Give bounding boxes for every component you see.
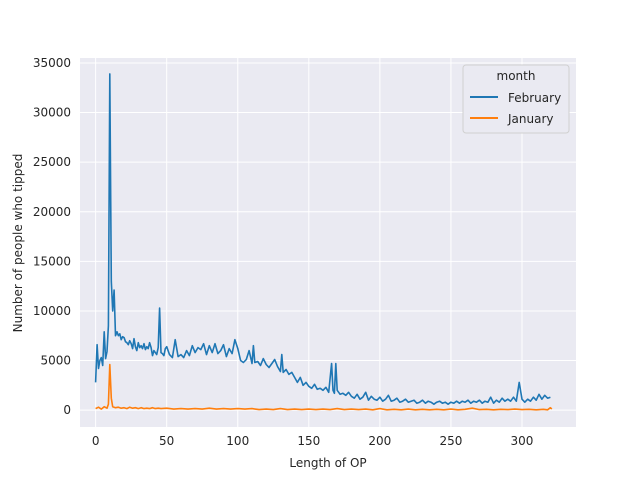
x-tick-label: 250 [439, 434, 462, 448]
series-line-january [95, 363, 553, 411]
series-lines [94, 73, 553, 411]
grid-lines [80, 58, 576, 427]
y-tick-label: 0 [63, 403, 71, 417]
legend-title: month [497, 69, 536, 83]
y-tick-label: 25000 [33, 155, 71, 169]
tick-labels: 0 50 100 150 200 250 300 0 5000 10000 15000 20000 25… [33, 56, 534, 448]
y-axis-label: Number of people who tipped [11, 154, 25, 333]
y-tick-label: 5000 [40, 354, 71, 368]
series-line-february [94, 73, 551, 405]
x-tick-label: 0 [92, 434, 100, 448]
y-tick-label: 10000 [33, 304, 71, 318]
y-tick-label: 30000 [33, 106, 71, 120]
x-tick-label: 100 [226, 434, 249, 448]
x-tick-label: 200 [368, 434, 391, 448]
x-axis-label: Length of OP [289, 456, 366, 470]
legend: month February January [462, 64, 570, 134]
legend-box [462, 64, 570, 134]
legend-label-january: January [507, 112, 554, 126]
y-tick-label: 35000 [33, 56, 71, 70]
y-tick-label: 15000 [33, 254, 71, 268]
x-tick-label: 300 [511, 434, 534, 448]
x-tick-label: 50 [159, 434, 174, 448]
legend-label-february: February [508, 91, 561, 105]
x-tick-label: 150 [297, 434, 320, 448]
y-tick-label: 20000 [33, 205, 71, 219]
